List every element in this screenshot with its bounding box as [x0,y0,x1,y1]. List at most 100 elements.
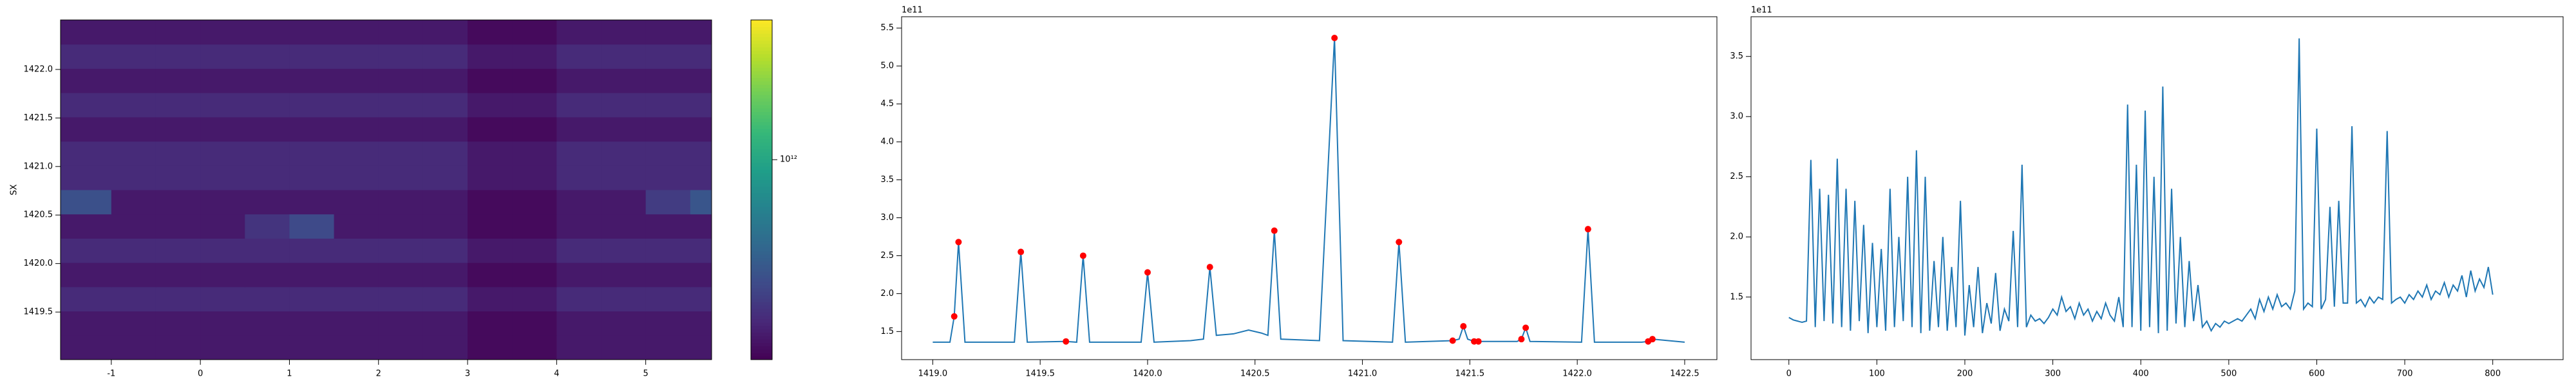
heatmap-cell [556,68,602,93]
colorbar-step [751,213,772,217]
heatmap-cell [334,44,379,69]
heatmap-cell [334,286,379,312]
colorbar-step [751,230,772,235]
heatmap-cell [155,262,201,288]
heatmap-cell [289,238,335,263]
heatmap-cell [512,44,557,69]
heatmap-cell [155,20,201,45]
heatmap-cell [601,190,647,215]
heatmap-cell [334,335,379,360]
heatmap-cell [378,262,424,288]
heatmap-cell [601,93,647,118]
heatmap-cell [512,238,557,263]
heatmap-cell [556,116,602,142]
heatmap-cell [690,335,712,360]
colorbar-step [751,98,772,102]
heatmap-cell [378,44,424,69]
colorbar-step [751,298,772,302]
x-tick-label: 1419.5 [1025,369,1055,379]
colorbar-step [751,81,772,85]
x-tick-label: 1421.0 [1348,369,1378,379]
colorbar-step [751,101,772,106]
colorbar-step [751,132,772,136]
x-tick-label: -1 [107,369,115,379]
heatmap-cell [155,238,201,263]
peak-marker [1018,248,1025,255]
heatmap-cell [512,116,557,142]
colorbar-step [751,159,772,163]
heatmap-cell [378,68,424,93]
heatmap-cell [111,20,156,45]
x-tick-label: 100 [1869,369,1885,379]
heatmap-cell [111,68,156,93]
heatmap-cell [245,190,290,215]
colorbar-step [751,115,772,119]
heatmap-cell [645,311,691,336]
colorbar-step [751,64,772,68]
heatmap-cell [200,44,245,69]
colorbar-step [751,53,772,58]
colorbar-step [751,190,772,194]
colorbar-step [751,166,772,170]
heatmap-cell [378,20,424,45]
colorbar-step [751,179,772,183]
colorbar-step [751,33,772,37]
heatmap-cell [200,286,245,312]
peak-marker [1396,239,1403,246]
colorbar-step [751,196,772,201]
colorbar-step [751,149,772,153]
heatmap-cell [468,311,513,336]
colorbar-step [751,312,772,316]
x-tick-label: 1420.0 [1133,369,1162,379]
heatmap-cell [245,116,290,142]
heatmap-cell [289,262,335,288]
heatmap-cell [61,311,112,336]
heatmap-cell [378,214,424,239]
y-tick-label: 4.0 [880,137,894,147]
colorbar-step [751,40,772,44]
colorbar-step [751,237,772,241]
heatmap-cell [690,165,712,190]
colorbar-step [751,223,772,228]
heatmap-cell [601,165,647,190]
heatmap-cell [512,214,557,239]
heatmap-cell [468,68,513,93]
heatmap-cell [645,214,691,239]
colorbar-step [751,111,772,116]
heatmap-cell [245,335,290,360]
heatmap-cell [422,190,468,215]
heatmap-cell [111,262,156,288]
colorbar-step [751,353,772,357]
colorbar-step [751,339,772,344]
heatmap-cell [111,165,156,190]
peak-marker [951,313,958,320]
heatmap-cell [111,286,156,312]
heatmap-cell [155,311,201,336]
heatmap-cell [601,286,647,312]
colorbar-step [751,315,772,320]
heatmap-cell [155,214,201,239]
line-series [1788,38,2494,336]
heatmap-cell [556,20,602,45]
heatmap-cell [334,93,379,118]
heatmap-cell [61,116,112,142]
heatmap-cell [200,311,245,336]
heatmap-cell [645,190,691,215]
heatmap-cell [334,311,379,336]
colorbar-step [751,84,772,89]
colorbar-step [751,145,772,150]
x-tick-label: 600 [2309,369,2325,379]
x-tick-label: 200 [1957,369,1973,379]
y-tick-label: 1421.5 [24,113,53,123]
colorbar-step [751,108,772,113]
heatmap-cell [690,20,712,45]
x-tick-label: 3 [465,369,470,379]
colorbar-step [751,207,772,211]
heatmap-cell [468,44,513,69]
heatmap-cell [556,238,602,263]
heatmap-cell [645,141,691,166]
colorbar-step [751,186,772,190]
heatmap-cell [601,44,647,69]
heatmap-cell [200,214,245,239]
heatmap-cell [245,165,290,190]
